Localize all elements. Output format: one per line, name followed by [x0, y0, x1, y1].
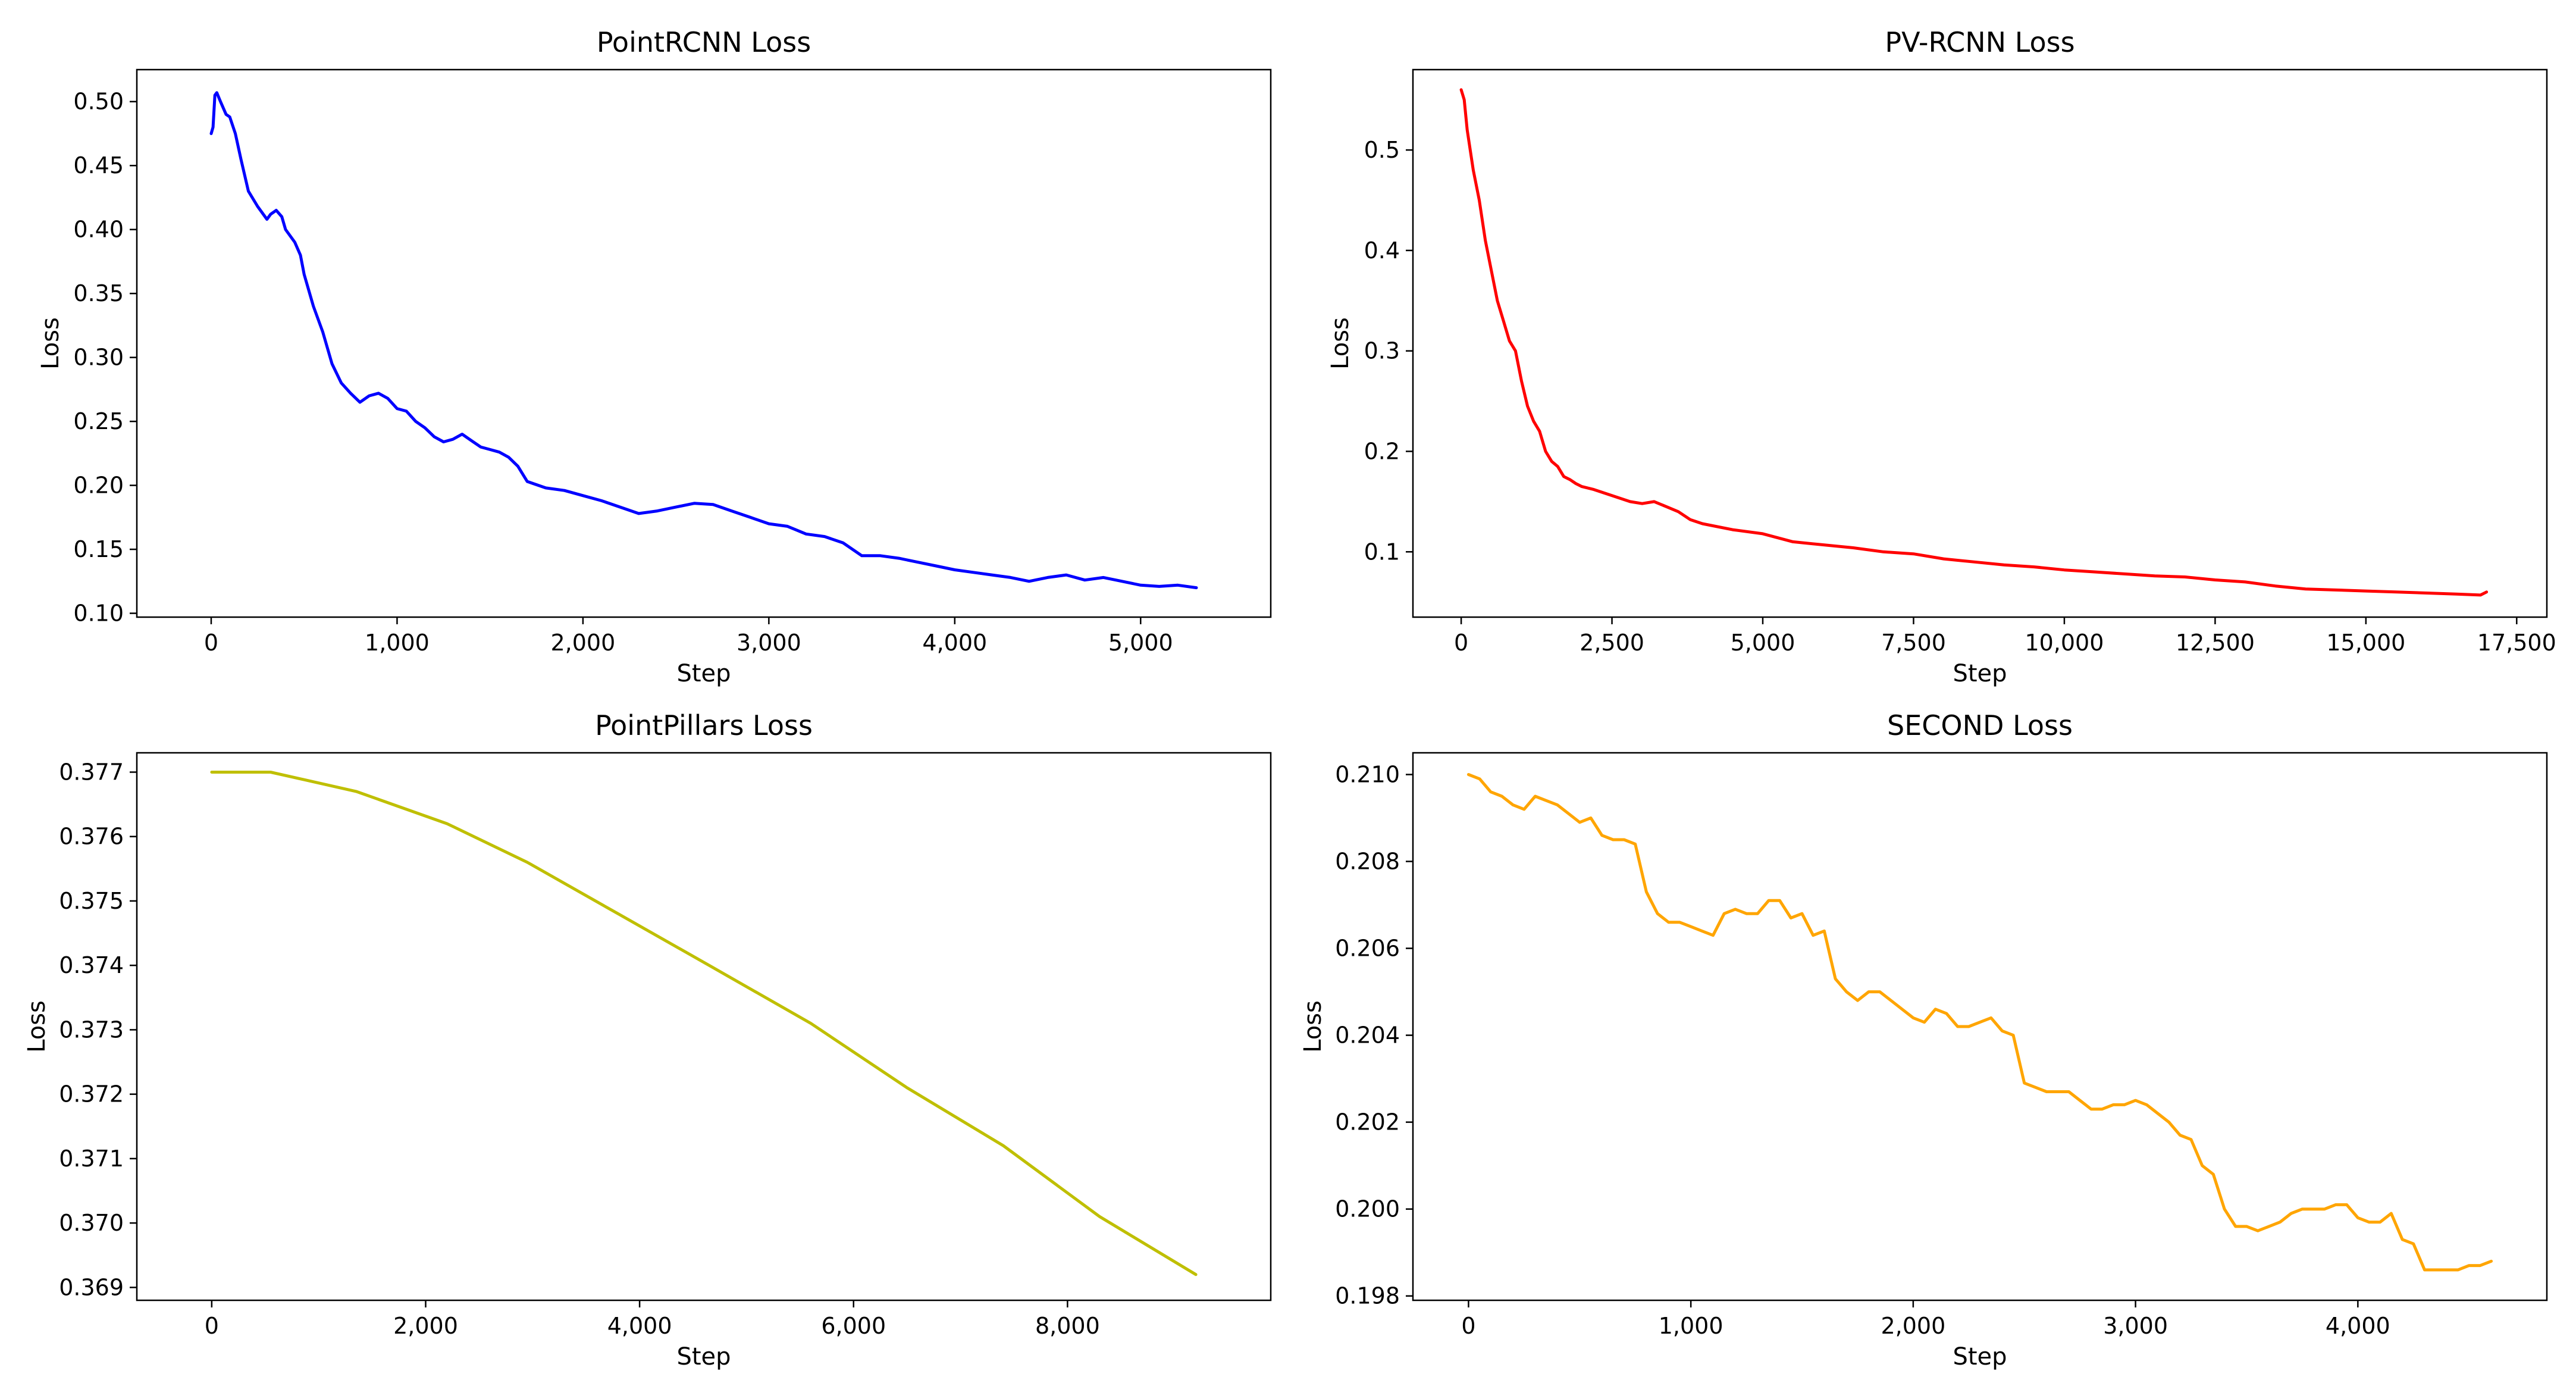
x-tick-label: 4,000 [607, 1313, 672, 1339]
chart-title: PV-RCNN Loss [1885, 26, 2074, 58]
axes-frame [1412, 68, 2548, 618]
x-tick-label: 4,000 [2326, 1313, 2390, 1339]
y-tick-label: 0.45 [73, 152, 124, 179]
x-tick-label: 2,000 [393, 1313, 458, 1339]
x-tick-label: 8,000 [1035, 1313, 1100, 1339]
y-tick-label: 0.202 [1335, 1109, 1400, 1135]
x-tick-label: 0 [1454, 630, 1468, 656]
x-tick-label: 0 [1461, 1313, 1475, 1339]
series-line-pv-rcnn [1459, 88, 2489, 597]
y-tick-label: 0.35 [73, 280, 124, 306]
chart-title: PointPillars Loss [595, 709, 813, 742]
chart-title: PointRCNN Loss [597, 26, 811, 58]
y-tick-label: 0.50 [73, 89, 124, 115]
y-tick-label: 0.208 [1335, 849, 1400, 875]
chart-panel-3: 0 2,000 4,000 6,000 8,000 0.369 0.370 0.371 0.37… [23, 709, 1272, 1371]
y-tick-label: 0.371 [59, 1146, 124, 1172]
x-tick-label: 7,500 [1881, 630, 1946, 656]
y-tick-label: 0.374 [59, 952, 124, 978]
y-tick-label: 0.5 [1364, 137, 1400, 163]
axes-frame [136, 68, 1272, 618]
x-tick-label: 17,500 [2477, 630, 2556, 656]
axes-frame [1412, 752, 2548, 1301]
series-line-pointrcnn [209, 91, 1198, 590]
y-tick-label: 0.2 [1364, 438, 1400, 464]
y-tick-label: 0.377 [59, 759, 124, 785]
x-axis-label: Step [1953, 660, 2007, 687]
x-tick-label: 3,000 [737, 630, 801, 656]
y-axis-label: Loss [1327, 317, 1354, 370]
y-tick-label: 0.373 [59, 1016, 124, 1043]
y-axis-label: Loss [1299, 1000, 1327, 1053]
y-tick-label: 0.4 [1364, 237, 1400, 264]
y-tick-label: 0.20 [73, 473, 124, 499]
axes-frame [136, 752, 1272, 1301]
x-tick-label: 0 [204, 630, 218, 656]
x-axis-label: Step [1953, 1343, 2007, 1371]
x-tick-label: 2,000 [551, 630, 616, 656]
y-tick-label: 0.200 [1335, 1196, 1400, 1222]
chart-title: SECOND Loss [1887, 709, 2073, 742]
y-tick-label: 0.372 [59, 1081, 124, 1107]
y-tick-label: 0.206 [1335, 936, 1400, 962]
x-tick-label: 1,000 [1659, 1313, 1723, 1339]
chart-panel-2: 0 2,500 5,000 7,500 10,000 12,500 15,000 17,500… [1327, 26, 2556, 687]
chart-panel-1: 0 1,000 2,000 3,000 4,000 5,000 0.10 0.15 0.20 0.… [37, 26, 1272, 687]
x-tick-label: 15,000 [2326, 630, 2405, 656]
x-tick-label: 10,000 [2025, 630, 2104, 656]
x-tick-label: 3,000 [2103, 1313, 2168, 1339]
x-axis-label: Step [676, 1343, 731, 1371]
y-tick-label: 0.25 [73, 408, 124, 434]
y-tick-label: 0.375 [59, 888, 124, 914]
y-tick-label: 0.198 [1335, 1283, 1400, 1309]
y-tick-label: 0.10 [73, 600, 124, 627]
y-tick-label: 0.204 [1335, 1022, 1400, 1049]
y-tick-label: 0.40 [73, 217, 124, 243]
x-tick-label: 2,500 [1580, 630, 1644, 656]
y-tick-label: 0.370 [59, 1210, 124, 1236]
chart-panel-4: 0 1,000 2,000 3,000 4,000 0.198 0.200 0.202 0.20… [1299, 709, 2548, 1371]
x-tick-label: 2,000 [1881, 1313, 1945, 1339]
x-tick-label: 1,000 [365, 630, 430, 656]
x-tick-label: 5,000 [1731, 630, 1795, 656]
y-axis-label: Loss [37, 317, 64, 370]
x-axis-label: Step [676, 660, 731, 687]
series-line-second [1466, 773, 2493, 1272]
x-tick-label: 5,000 [1108, 630, 1173, 656]
y-tick-label: 0.30 [73, 345, 124, 371]
y-tick-label: 0.3 [1364, 338, 1400, 364]
series-line-pointpillars [210, 771, 1198, 1277]
y-tick-label: 0.369 [59, 1274, 124, 1300]
x-tick-label: 6,000 [821, 1313, 886, 1339]
y-tick-label: 0.210 [1335, 762, 1400, 788]
y-axis-label: Loss [23, 1000, 51, 1053]
y-tick-label: 0.15 [73, 536, 124, 562]
y-tick-label: 0.1 [1364, 539, 1400, 565]
x-tick-label: 4,000 [922, 630, 987, 656]
x-tick-label: 12,500 [2176, 630, 2255, 656]
x-tick-label: 0 [205, 1313, 219, 1339]
y-tick-label: 0.376 [59, 824, 124, 850]
